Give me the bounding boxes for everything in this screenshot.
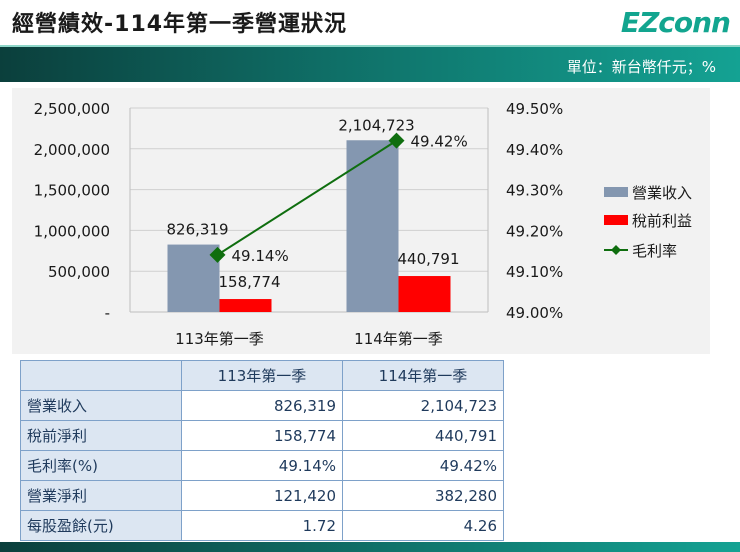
data-label: 440,791 <box>397 250 459 268</box>
footer-band <box>0 542 740 552</box>
row-label: 營業收入 <box>20 390 182 421</box>
data-label: 2,104,723 <box>338 116 414 134</box>
performance-chart: - 49.00% 500,000 49.10% 1,000,000 49.20% 1,500… <box>34 100 692 348</box>
margin-label: 49.14% <box>232 247 289 265</box>
y2-tick-label: 49.10% <box>506 263 563 281</box>
margin-label: 49.42% <box>411 133 468 151</box>
y-tick-label: - <box>105 304 110 322</box>
table-corner-cell <box>20 360 182 391</box>
legend-marker-margin <box>611 245 621 255</box>
margin-point <box>209 246 226 263</box>
table-row: 營業淨利 121,420 382,280 <box>20 480 504 511</box>
y2-tick-label: 49.40% <box>506 141 563 159</box>
cell-value: 49.14% <box>181 450 343 481</box>
cell-value: 826,319 <box>181 390 343 421</box>
cell-value: 49.42% <box>342 450 504 481</box>
page-title: 經營績效-114年第一季營運狀況 <box>12 12 348 37</box>
cell-value: 1.72 <box>181 510 343 541</box>
table-header-114q1: 114年第一季 <box>342 360 504 391</box>
bar-pretax <box>398 276 451 312</box>
y-tick-label: 2,500,000 <box>34 100 110 118</box>
cell-value: 2,104,723 <box>342 390 504 421</box>
data-label: 158,774 <box>218 273 280 291</box>
table-header-113q1: 113年第一季 <box>181 360 343 391</box>
bar-revenue <box>346 140 399 312</box>
unit-label: 單位：新台幣仟元；% <box>566 58 716 76</box>
series-line-margin <box>216 139 398 256</box>
cell-value: 158,774 <box>181 420 343 451</box>
cell-value: 121,420 <box>181 480 343 511</box>
table-row: 毛利率(%) 49.14% 49.42% <box>20 450 504 481</box>
data-label: 826,319 <box>166 221 228 239</box>
cell-value: 440,791 <box>342 420 504 451</box>
y2-tick-label: 49.50% <box>506 100 563 118</box>
table-header-row: 113年第一季 114年第一季 <box>20 360 504 391</box>
y-tick-label: 2,000,000 <box>34 141 110 159</box>
y2-tick-label: 49.20% <box>506 222 563 240</box>
cell-value: 382,280 <box>342 480 504 511</box>
row-label: 毛利率(%) <box>20 450 182 481</box>
x-tick-label: 113年第一季 <box>175 330 264 348</box>
cell-value: 4.26 <box>342 510 504 541</box>
row-label: 營業淨利 <box>20 480 182 511</box>
y-tick-label: 1,000,000 <box>34 222 110 240</box>
y-tick-label: 1,500,000 <box>34 182 110 200</box>
legend-label: 營業收入 <box>632 184 692 202</box>
performance-table: 113年第一季 114年第一季 營業收入 826,319 2,104,723 稅… <box>20 360 504 541</box>
x-tick-label: 114年第一季 <box>354 330 443 348</box>
legend-swatch-revenue <box>604 187 628 197</box>
header-divider <box>0 45 740 47</box>
header-band <box>0 47 740 82</box>
margin-point <box>388 132 405 149</box>
y-tick-label: 500,000 <box>48 263 110 281</box>
legend-label: 稅前利益 <box>632 212 692 230</box>
legend-label: 毛利率 <box>632 242 677 260</box>
row-label: 稅前淨利 <box>20 420 182 451</box>
table-row: 稅前淨利 158,774 440,791 <box>20 420 504 451</box>
table-row: 每股盈餘(元) 1.72 4.26 <box>20 510 504 541</box>
ezconn-logo: EZconn <box>620 6 731 39</box>
y2-tick-label: 49.30% <box>506 182 563 200</box>
legend-swatch-pretax <box>604 215 628 225</box>
bar-pretax <box>219 299 272 312</box>
table-row: 營業收入 826,319 2,104,723 <box>20 390 504 421</box>
row-label: 每股盈餘(元) <box>20 510 182 541</box>
y2-tick-label: 49.00% <box>506 304 563 322</box>
